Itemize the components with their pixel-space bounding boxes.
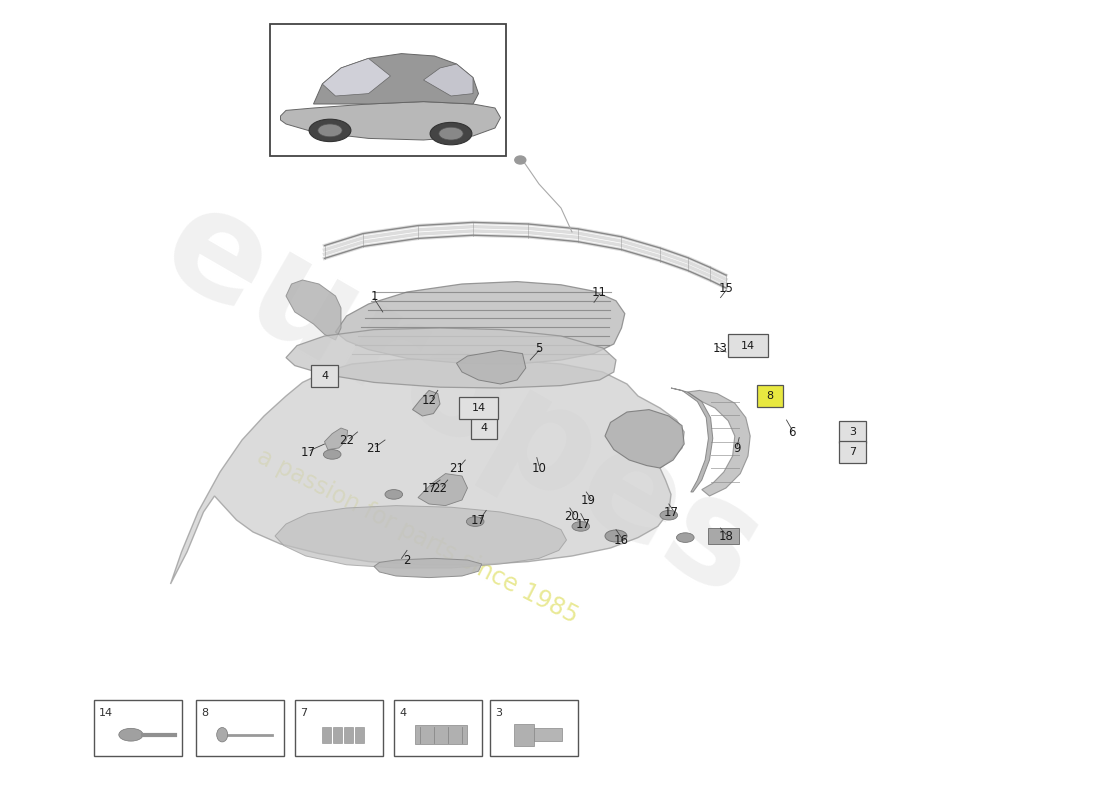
Polygon shape (286, 328, 616, 388)
Text: 21: 21 (366, 442, 382, 454)
Text: 17: 17 (575, 518, 591, 530)
Ellipse shape (572, 522, 590, 531)
Text: 21: 21 (449, 462, 464, 474)
Ellipse shape (309, 119, 351, 142)
Polygon shape (275, 506, 566, 568)
Text: 18: 18 (718, 530, 734, 542)
Polygon shape (424, 64, 473, 96)
Text: 20: 20 (564, 510, 580, 522)
Ellipse shape (430, 122, 472, 145)
Text: 17: 17 (663, 506, 679, 518)
Text: 5: 5 (536, 342, 542, 354)
Text: 3: 3 (495, 708, 502, 718)
Bar (514, 723, 534, 746)
Ellipse shape (323, 450, 341, 459)
Bar (311, 365, 338, 387)
Bar (196, 700, 284, 756)
Bar (534, 728, 562, 741)
Bar (270, 24, 506, 156)
Text: 14: 14 (741, 341, 755, 350)
Text: 22: 22 (339, 434, 354, 446)
Text: 16: 16 (614, 534, 629, 546)
Bar (94, 700, 182, 756)
Ellipse shape (119, 728, 143, 741)
Text: 13: 13 (713, 342, 728, 354)
Polygon shape (170, 358, 684, 584)
Polygon shape (286, 280, 341, 340)
Polygon shape (671, 388, 713, 492)
Text: 15: 15 (718, 282, 734, 294)
Polygon shape (280, 102, 500, 140)
Text: 8: 8 (201, 708, 208, 718)
Ellipse shape (605, 530, 627, 542)
Bar (490, 700, 578, 756)
Ellipse shape (466, 517, 484, 526)
Ellipse shape (385, 490, 403, 499)
Bar (839, 421, 866, 443)
Text: europes: europes (139, 173, 785, 627)
Text: 14: 14 (472, 403, 485, 413)
Text: 4: 4 (399, 708, 406, 718)
Polygon shape (456, 350, 526, 384)
Text: 10: 10 (531, 462, 547, 474)
Text: 17: 17 (471, 514, 486, 526)
Bar (708, 528, 739, 544)
Bar (757, 385, 783, 407)
Text: 17: 17 (421, 482, 437, 494)
Text: 2: 2 (404, 554, 410, 566)
Text: a passion for parts since 1985: a passion for parts since 1985 (253, 444, 583, 628)
Text: 11: 11 (592, 286, 607, 298)
Ellipse shape (439, 127, 463, 140)
Text: 19: 19 (581, 494, 596, 506)
Text: 1: 1 (371, 290, 377, 302)
Ellipse shape (676, 533, 694, 542)
Text: 22: 22 (432, 482, 448, 494)
Ellipse shape (217, 727, 228, 742)
Text: 6: 6 (789, 426, 795, 438)
Bar (471, 417, 497, 439)
Bar (728, 334, 768, 357)
Text: 17: 17 (300, 446, 316, 458)
Text: 9: 9 (734, 442, 740, 454)
Text: 4: 4 (481, 423, 487, 433)
Polygon shape (374, 558, 482, 578)
Text: 7: 7 (849, 447, 856, 457)
Ellipse shape (660, 510, 678, 520)
Polygon shape (412, 390, 440, 416)
Text: 4: 4 (321, 371, 328, 381)
Bar (839, 441, 866, 463)
Bar (333, 726, 342, 742)
Text: 7: 7 (300, 708, 307, 718)
Bar (394, 700, 482, 756)
Bar (295, 700, 383, 756)
Polygon shape (418, 474, 468, 506)
Ellipse shape (318, 124, 342, 137)
Text: 12: 12 (421, 394, 437, 406)
Polygon shape (605, 410, 684, 468)
Polygon shape (324, 428, 348, 450)
Polygon shape (322, 58, 390, 96)
Text: 3: 3 (849, 427, 856, 437)
Text: 8: 8 (767, 391, 773, 401)
Polygon shape (314, 54, 478, 104)
Bar (459, 397, 498, 419)
Circle shape (515, 156, 526, 164)
Polygon shape (336, 282, 625, 364)
Polygon shape (688, 390, 750, 496)
Text: 14: 14 (99, 708, 113, 718)
Bar (355, 726, 364, 742)
Bar (415, 725, 468, 744)
Bar (322, 726, 331, 742)
Bar (344, 726, 353, 742)
